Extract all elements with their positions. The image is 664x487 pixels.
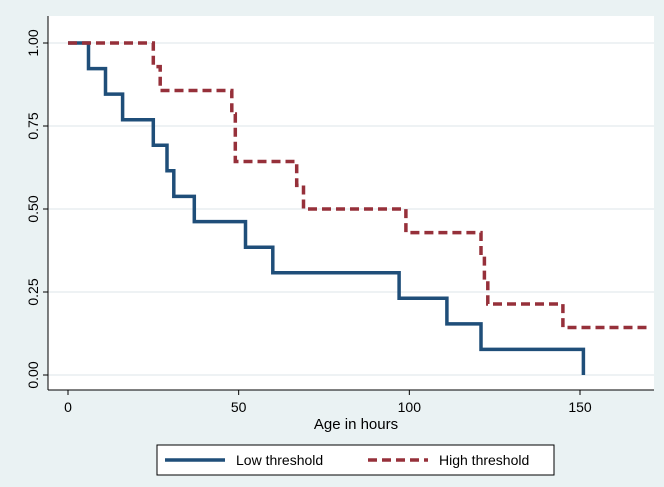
legend-item-low-threshold-label: Low threshold [236, 452, 323, 468]
plot-area [48, 16, 654, 390]
y-tick-label: 0.75 [25, 112, 41, 139]
x-tick-label: 100 [398, 399, 422, 415]
y-tick-label: 0.25 [25, 278, 41, 305]
y-tick-label: 0.50 [25, 195, 41, 222]
x-tick-label: 50 [231, 399, 247, 415]
high-threshold-line [68, 41, 649, 330]
x-axis-title: Age in hours [314, 416, 398, 433]
x-tick-label: 0 [64, 399, 72, 415]
legend: Low threshold High threshold [156, 444, 555, 476]
axes: 0.00 0.25 0.50 0.75 1.00 0 50 100 150 [25, 16, 654, 415]
legend-item-high-threshold-label: High threshold [439, 452, 529, 468]
y-tick-label: 1.00 [25, 29, 41, 56]
y-tick-label: 0.00 [25, 361, 41, 388]
x-tick-label: 150 [568, 399, 592, 415]
series-lines [68, 41, 649, 375]
low-threshold-line [68, 41, 586, 375]
